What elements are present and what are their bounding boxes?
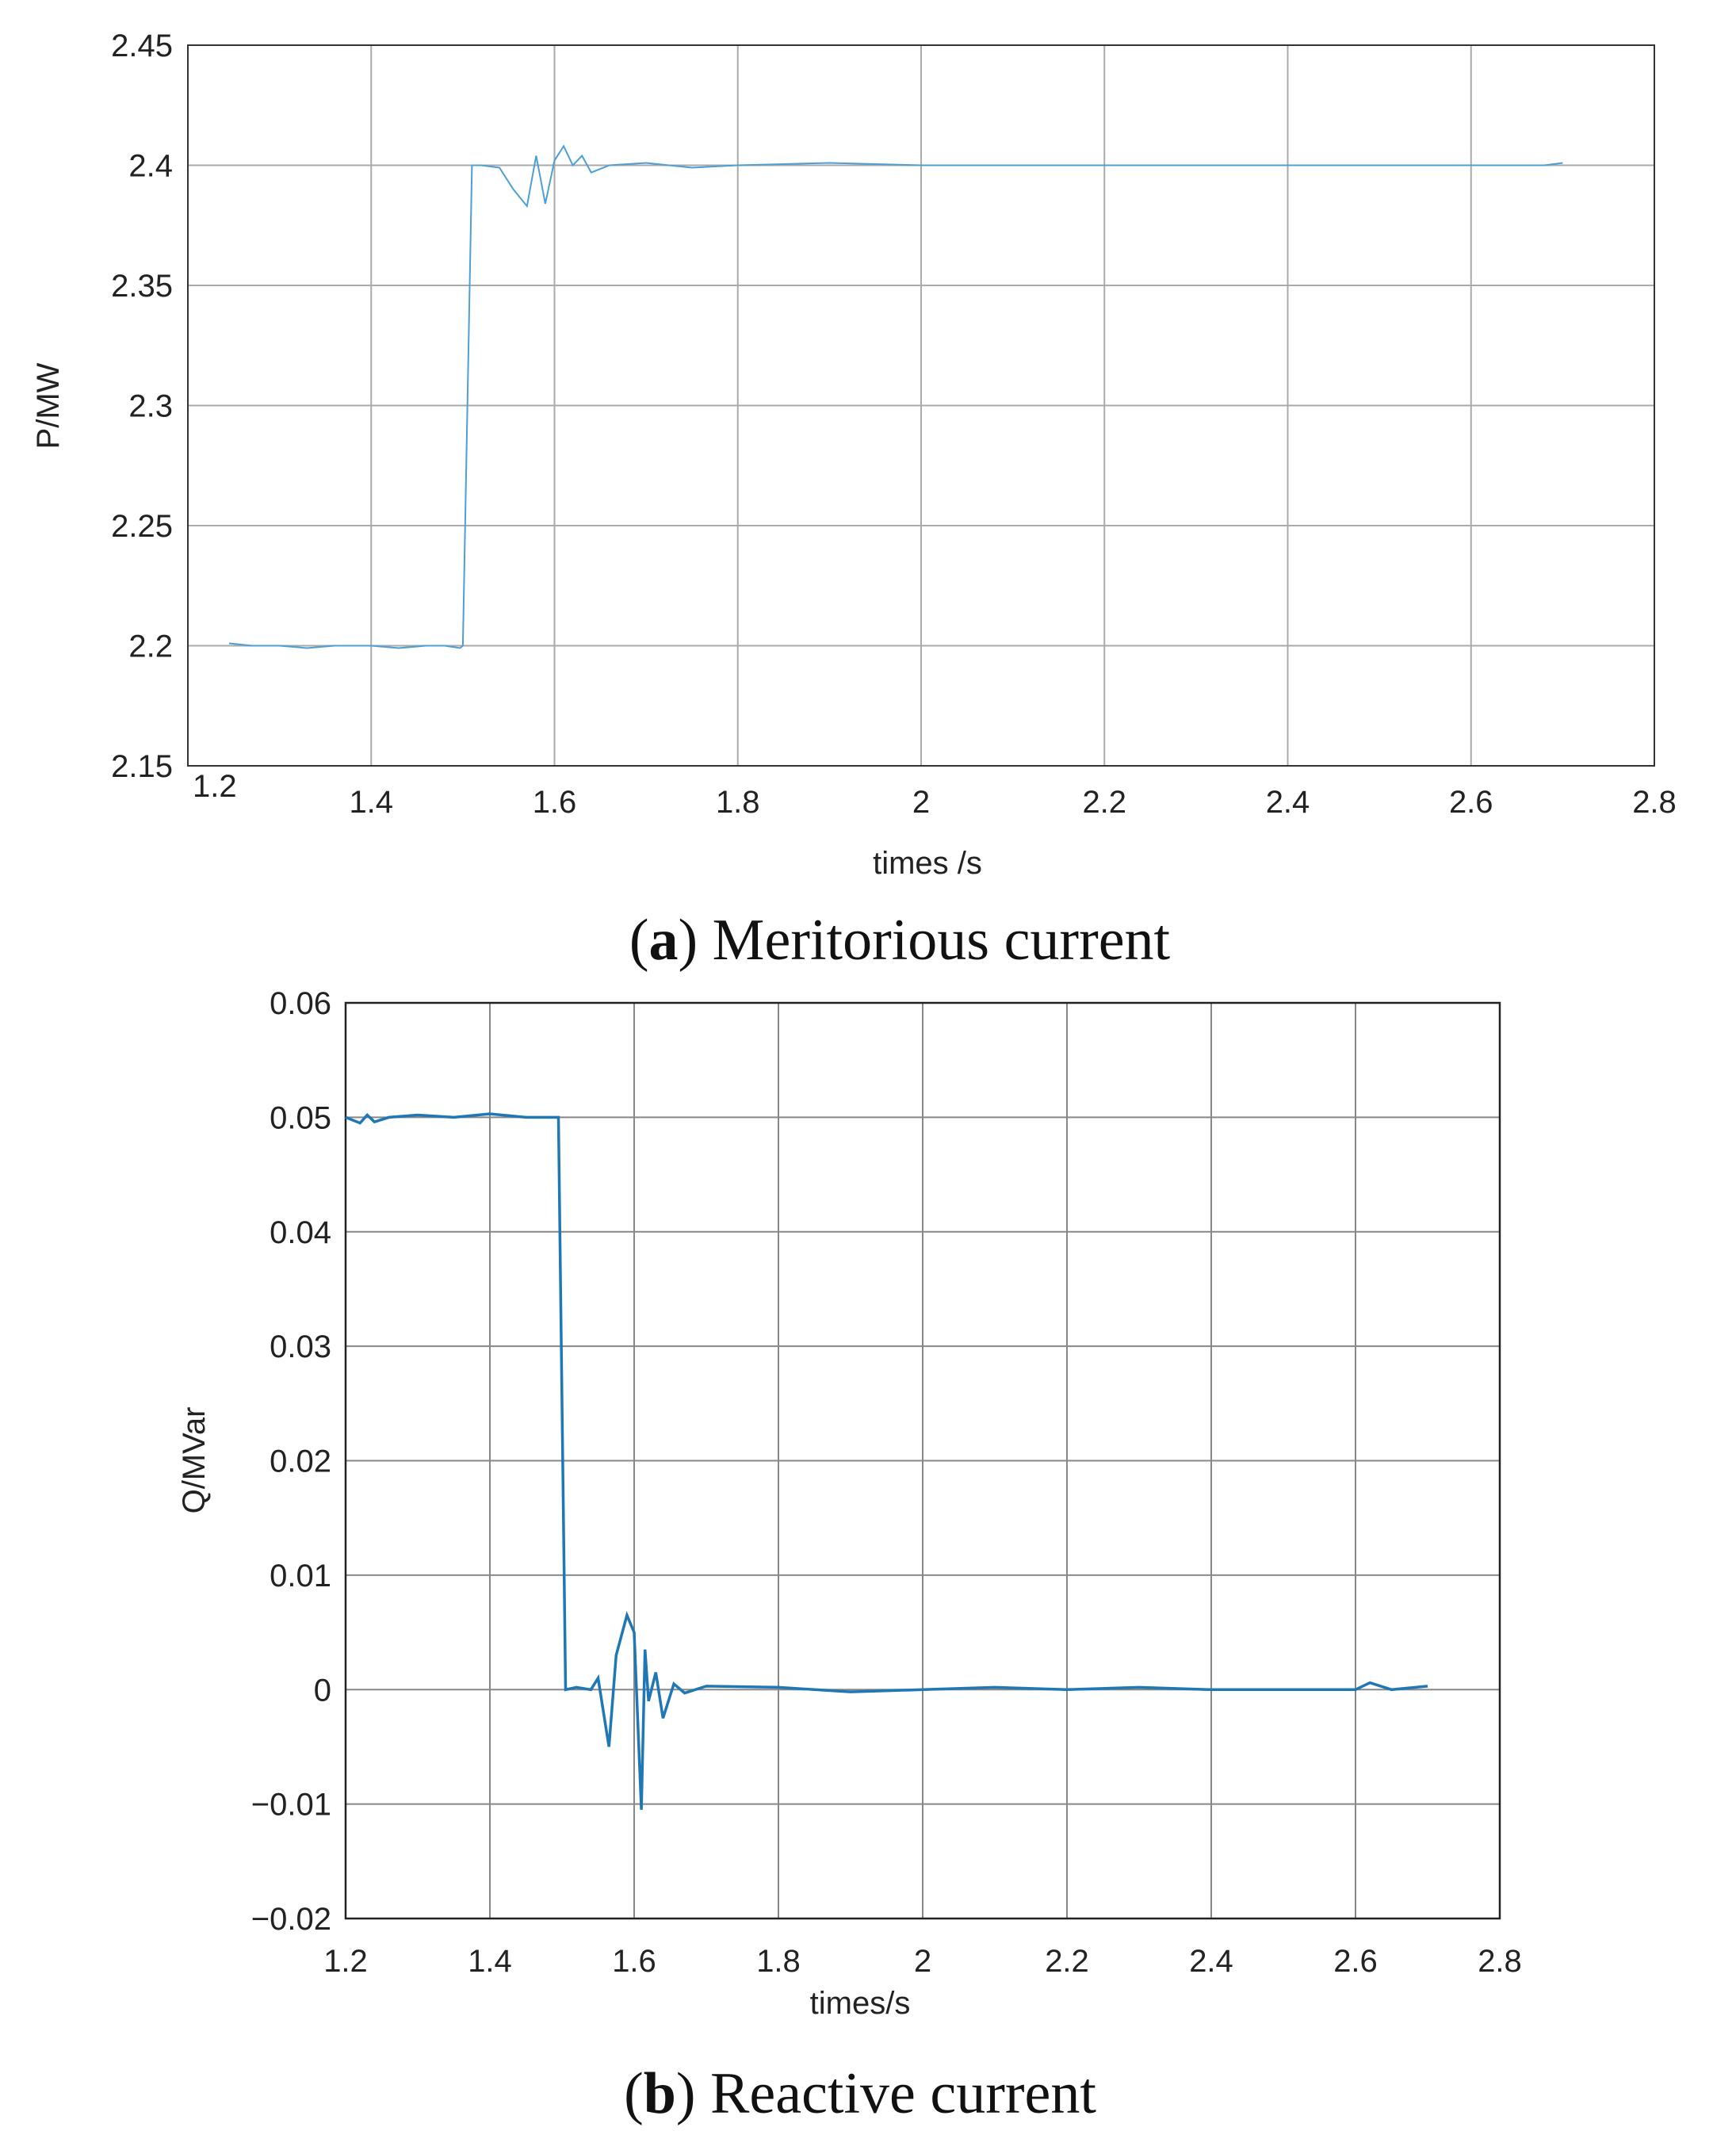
x-tick-label: 2.6 [1333,1944,1378,1979]
x-tick-label: 1.6 [612,1944,656,1979]
y-tick-label: 0 [314,1673,331,1708]
x-tick-label: 2.4 [1266,785,1310,820]
x-axis-label: times /s [873,846,982,881]
y-tick-labels: 2.15 2.2 2.25 2.3 2.35 2.4 2.45 [111,29,173,784]
x-tick-label: 2 [914,1944,931,1979]
y-tick-label: 2.25 [111,509,173,544]
y-tick-label: −0.01 [251,1788,331,1823]
series-line [345,1112,1428,1810]
chart-panel-a: 1.2 1.4 1.6 1.8 2 2.2 2.4 2.6 2.8 2.15 2.2 2.25 2.3… [31,29,1677,973]
panel-letter: a [649,908,679,973]
grid [187,44,1655,767]
caption-text: Reactive current [710,2061,1096,2126]
panel-letter: b [644,2061,676,2126]
panel-caption: (b) Reactive current [624,2061,1096,2126]
plot-frame [187,44,1655,767]
plot-frame [344,1001,1501,1920]
x-axis-label: times/s [810,1986,911,2021]
y-tick-label: 0.02 [270,1444,331,1479]
x-tick-label: 2 [912,785,930,820]
chart-panel-b: 1.2 1.4 1.6 1.8 2 2.2 2.4 2.6 2.8 −0.02 −0.01 0 0.0… [177,986,1522,2126]
y-tick-label: 2.2 [128,629,173,664]
y-tick-label: 0.03 [270,1329,331,1364]
series-line [228,144,1563,649]
caption-text: Meritorious current [713,908,1171,973]
y-tick-labels: −0.02 −0.01 0 0.01 0.02 0.03 0.04 0.05 0.06 [251,986,331,1937]
y-axis-label: Q/MVar [177,1407,212,1514]
y-tick-label: 0.05 [270,1100,331,1135]
x-tick-label: 1.8 [716,785,760,820]
x-tick-label: 2.2 [1082,785,1126,820]
x-tick-label: 1.4 [349,785,393,820]
x-tick-label: 2.6 [1449,785,1493,820]
panel-caption: (a) Meritorious current [629,908,1171,973]
y-tick-label: 2.45 [111,29,173,63]
x-tick-label: 2.8 [1632,785,1677,820]
x-tick-label: 2.4 [1189,1944,1233,1979]
x-tick-labels: 1.2 1.4 1.6 1.8 2 2.2 2.4 2.6 2.8 [193,769,1677,820]
y-axis-label: P/MW [31,362,66,449]
y-tick-label: 2.35 [111,269,173,304]
y-tick-label: 2.15 [111,749,173,784]
y-tick-label: −0.02 [251,1902,331,1937]
x-tick-labels: 1.2 1.4 1.6 1.8 2 2.2 2.4 2.6 2.8 [323,1944,1522,1979]
x-tick-label: 1.2 [193,769,237,804]
y-tick-label: 2.4 [128,149,173,184]
x-tick-label: 2.8 [1478,1944,1522,1979]
x-tick-label: 1.2 [323,1944,368,1979]
y-tick-label: 0.04 [270,1215,331,1250]
y-tick-label: 0.01 [270,1559,331,1593]
x-tick-label: 2.2 [1045,1944,1089,1979]
x-tick-label: 1.4 [468,1944,512,1979]
y-tick-label: 2.3 [128,389,173,424]
y-tick-label: 0.06 [270,986,331,1021]
x-tick-label: 1.6 [533,785,577,820]
grid [345,1002,1501,1919]
x-tick-label: 1.8 [756,1944,801,1979]
